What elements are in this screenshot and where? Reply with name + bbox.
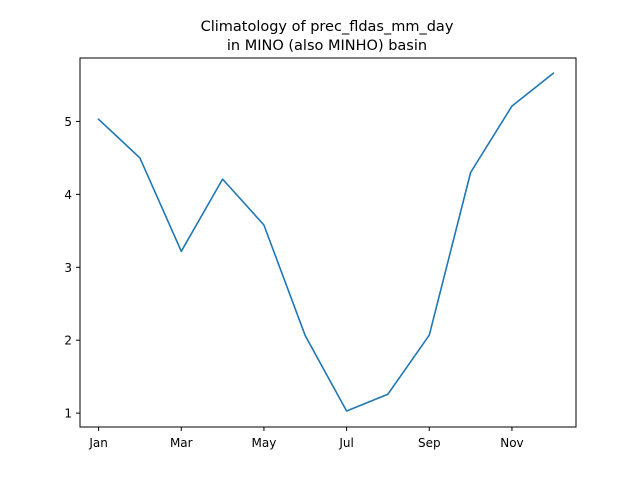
y-tick-label: 1 [64, 407, 72, 421]
x-tick-label: Jan [88, 436, 108, 450]
x-tick-label: Jul [338, 436, 353, 450]
y-tick-label: 4 [64, 188, 72, 202]
x-tick-label: Mar [170, 436, 193, 450]
y-tick-label: 3 [64, 261, 72, 275]
series-line [97, 72, 555, 412]
x-tick-label: May [252, 436, 277, 450]
x-axis: Jan Mar May Jul Sep Nov [88, 427, 524, 450]
chart-title: Climatology of prec_fldas_mm_day [201, 19, 454, 35]
plot-area [79, 57, 577, 428]
axes-frame [79, 57, 577, 428]
y-axis: 1 2 3 4 5 [64, 115, 80, 421]
x-tick-label: Sep [418, 436, 441, 450]
y-tick-label: 2 [64, 334, 72, 348]
x-tick-label: Nov [500, 436, 523, 450]
chart-subtitle: in MINO (also MINHO) basin [227, 38, 427, 54]
y-tick-label: 5 [64, 115, 72, 129]
